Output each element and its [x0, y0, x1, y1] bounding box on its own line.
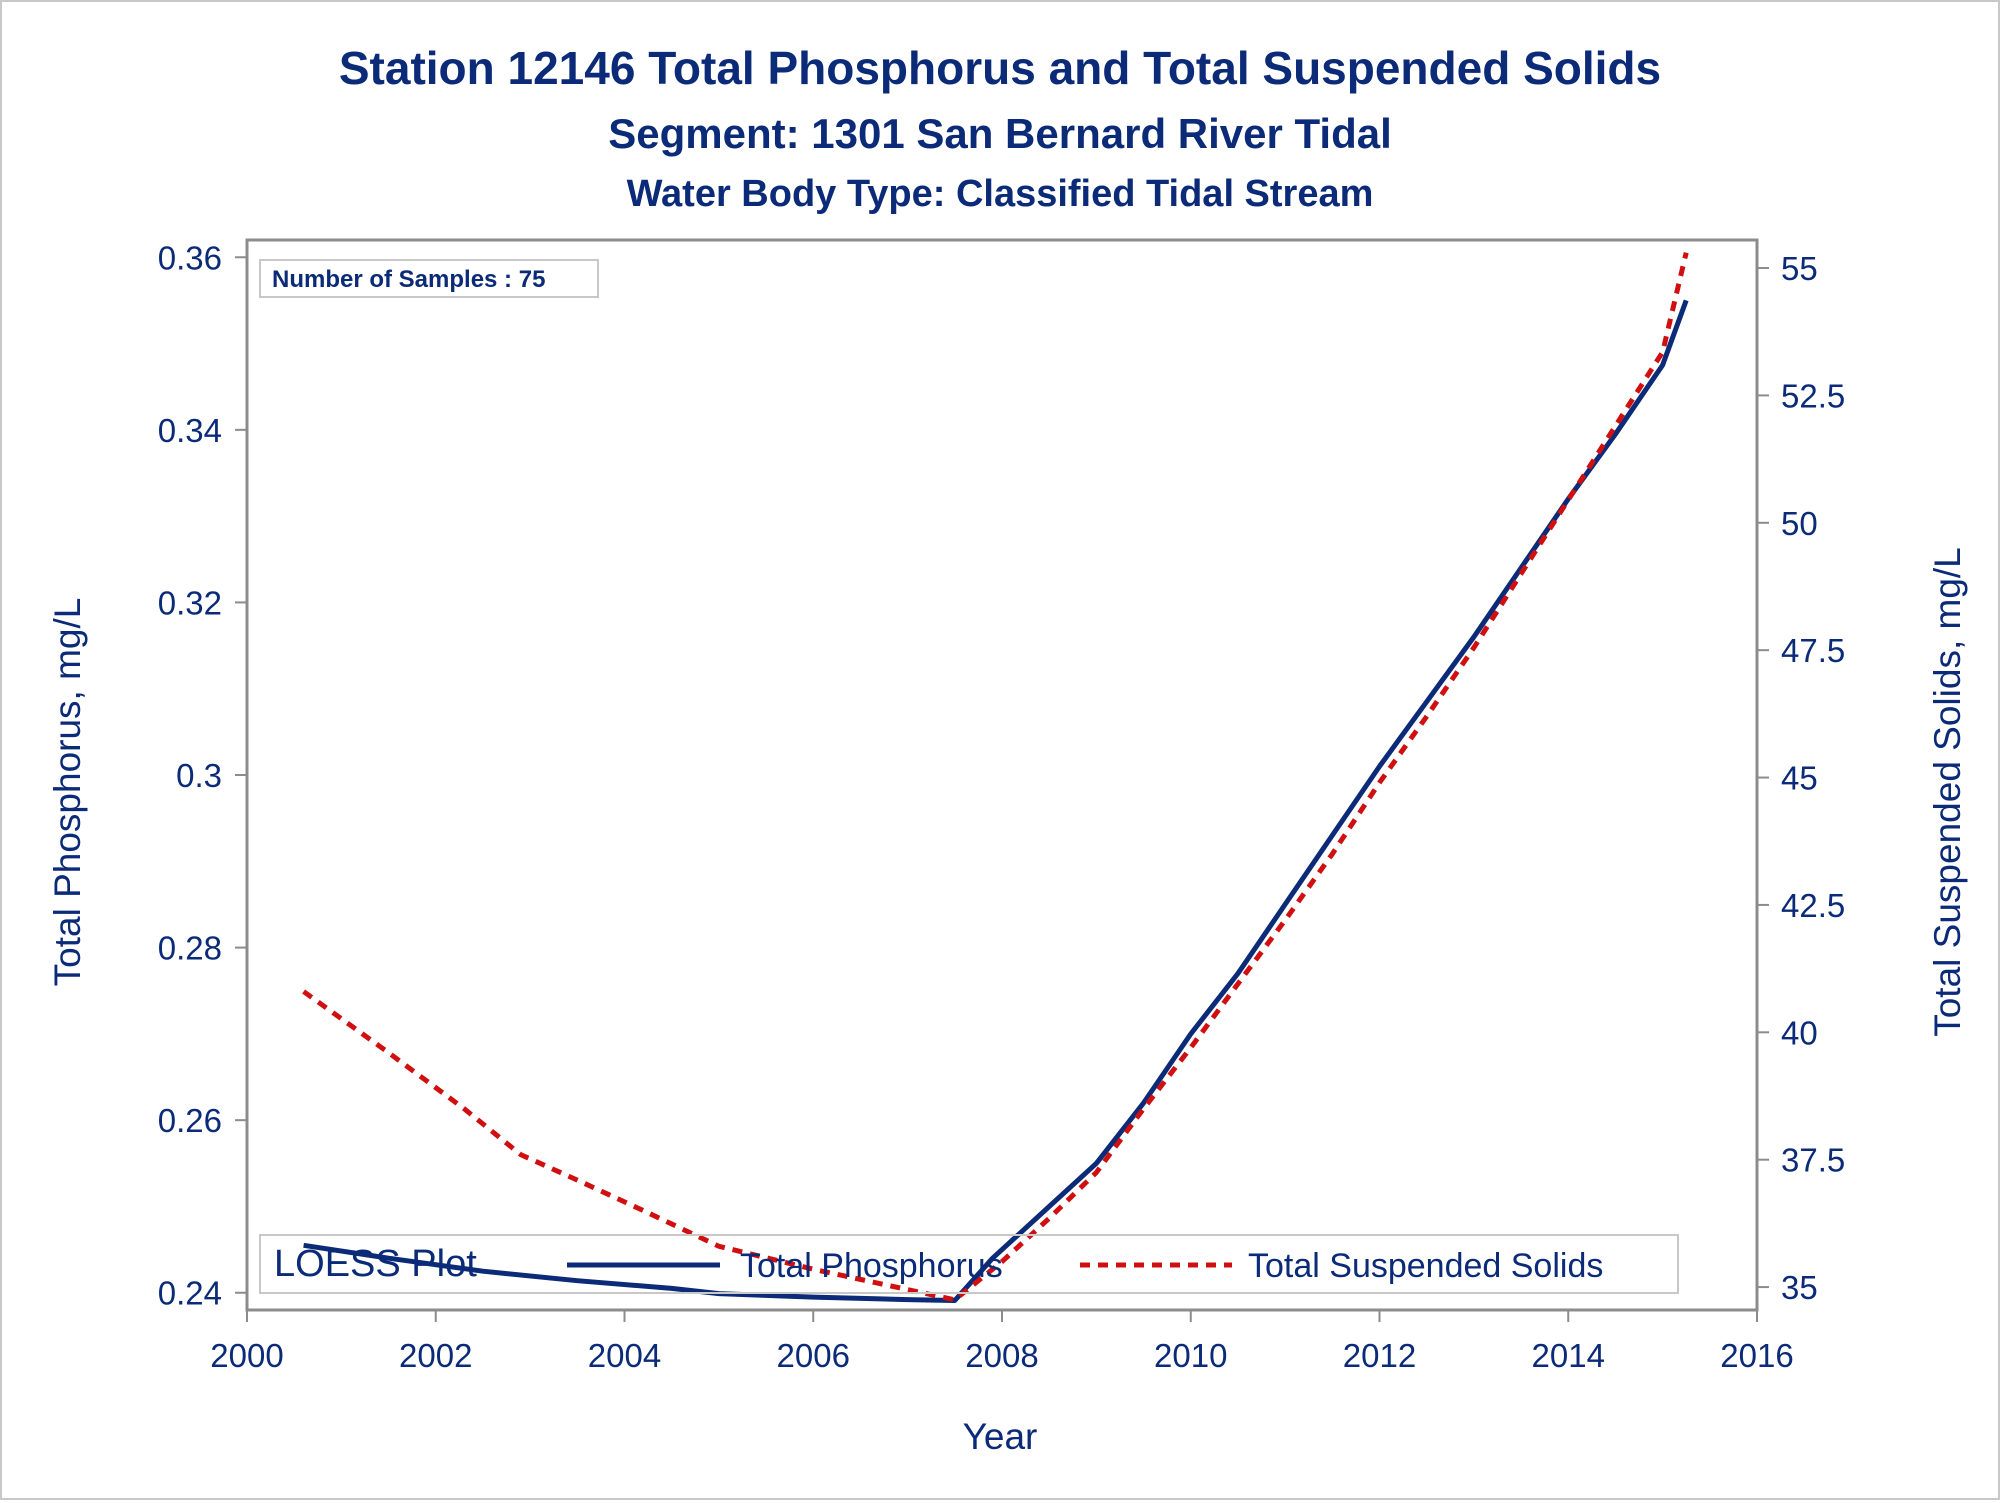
y-tick-label: 0.32	[158, 584, 222, 621]
y2-tick-label: 50	[1781, 505, 1818, 542]
x-axis-ticks: 2000 2002 2004 2006 2008 2010 2012 2014 2016	[210, 1310, 1794, 1374]
legend-box	[259, 1234, 1679, 1294]
legend-title: LOESS Plot	[274, 1243, 477, 1285]
series-line-tss	[302, 252, 1689, 1303]
y-tick-label: 0.26	[158, 1102, 222, 1139]
series-layer	[302, 252, 1689, 1303]
sample-count-box: Number of Samples : 75	[259, 259, 599, 298]
x-tick-label: 2014	[1532, 1337, 1605, 1374]
y2-tick-label: 35	[1781, 1269, 1818, 1306]
y-tick-label: 0.34	[158, 412, 222, 449]
x-tick-label: 2012	[1343, 1337, 1416, 1374]
legend-label-tss: Total Suspended Solids	[1248, 1247, 1603, 1285]
y-axis-ticks: 0.24 0.26 0.28 0.3 0.32 0.34 0.36	[158, 239, 247, 1312]
y-tick-label: 0.36	[158, 239, 222, 276]
legend: LOESS Plot Total Phosphorus Total Suspen…	[259, 1234, 1679, 1294]
series-line-phosphorus	[303, 299, 1689, 1303]
y2-tick-label: 47.5	[1781, 632, 1845, 669]
y2-tick-label: 45	[1781, 760, 1818, 797]
y2-axis-ticks: 35 37.5 40 42.5 45 47.5 50 52.5 55	[1757, 250, 1845, 1306]
x-tick-label: 2002	[399, 1337, 472, 1374]
chart-subtitle-segment: Segment: 1301 San Bernard River Tidal	[608, 110, 1392, 157]
y-tick-label: 0.24	[158, 1275, 222, 1312]
x-tick-label: 2000	[210, 1337, 283, 1374]
plot-area	[245, 238, 1759, 1312]
x-tick-label: 2004	[588, 1337, 661, 1374]
x-tick-label: 2016	[1720, 1337, 1793, 1374]
y-axis-label: Total Phosphorus, mg/L	[47, 598, 88, 987]
chart-subtitle-waterbody: Water Body Type: Classified Tidal Stream	[627, 173, 1374, 215]
y2-tick-label: 52.5	[1781, 377, 1845, 414]
x-tick-label: 2010	[1154, 1337, 1227, 1374]
y2-tick-label: 42.5	[1781, 887, 1845, 924]
y2-tick-label: 40	[1781, 1014, 1818, 1051]
y2-tick-label: 37.5	[1781, 1142, 1845, 1179]
y-tick-label: 0.28	[158, 930, 222, 967]
x-tick-label: 2006	[777, 1337, 850, 1374]
sample-count-text: Number of Samples : 75	[272, 266, 545, 293]
chart-title: Station 12146 Total Phosphorus and Total…	[339, 42, 1661, 94]
x-axis-label: Year	[963, 1416, 1038, 1457]
legend-label-phosphorus: Total Phosphorus	[740, 1247, 1003, 1285]
y2-tick-label: 55	[1781, 250, 1818, 287]
y2-axis-label: Total Suspended Solids, mg/L	[1927, 547, 1968, 1037]
y-tick-label: 0.3	[176, 757, 222, 794]
x-tick-label: 2008	[965, 1337, 1038, 1374]
